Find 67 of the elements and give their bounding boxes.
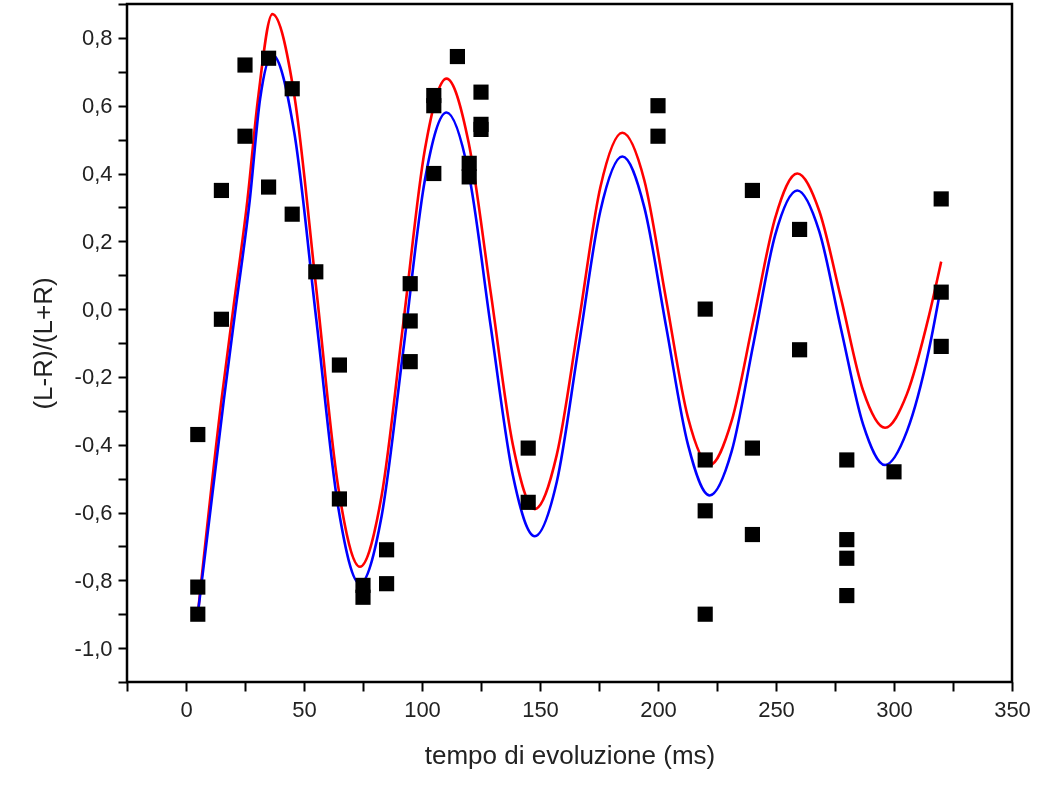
- point: [379, 542, 395, 558]
- point: [461, 169, 477, 185]
- point: [379, 576, 395, 592]
- y-tick-label: -0,8: [74, 567, 113, 593]
- point: [744, 440, 760, 456]
- point: [473, 84, 489, 100]
- point: [261, 50, 277, 66]
- point: [190, 606, 206, 622]
- point: [839, 587, 855, 604]
- point: [520, 494, 536, 510]
- point: [839, 452, 855, 468]
- y-tick-label: 0,0: [81, 296, 113, 322]
- point: [237, 128, 253, 144]
- x-tick-label: 250: [758, 696, 795, 722]
- y-tick-label: 0,4: [81, 161, 113, 186]
- point: [213, 182, 229, 199]
- y-tick-label: -0,4: [74, 432, 113, 458]
- point: [697, 503, 713, 519]
- point: [449, 48, 465, 65]
- point: [308, 264, 324, 280]
- point: [331, 491, 347, 507]
- point: [426, 98, 442, 114]
- point: [190, 579, 206, 595]
- point: [933, 284, 949, 300]
- y-axis-title: (L-R)/(L+R): [27, 277, 58, 410]
- point: [839, 550, 855, 566]
- point: [402, 313, 418, 329]
- point: [190, 426, 206, 443]
- x-tick-label: 100: [404, 696, 441, 722]
- point: [261, 179, 277, 195]
- x-tick-label: 350: [994, 696, 1031, 722]
- point: [697, 606, 713, 622]
- point: [213, 311, 229, 327]
- point: [792, 342, 808, 358]
- point: [402, 354, 418, 370]
- x-tick-label: 150: [522, 696, 559, 722]
- y-tick-label: -0,2: [74, 364, 113, 390]
- point: [886, 464, 902, 480]
- x-tick-label: 0: [180, 696, 193, 722]
- point: [650, 98, 666, 114]
- point: [402, 276, 418, 292]
- point: [473, 121, 489, 138]
- y-tick-label: 0,8: [81, 25, 113, 51]
- point: [520, 440, 536, 456]
- point: [744, 182, 760, 199]
- point: [839, 532, 855, 548]
- x-tick-label: 50: [292, 696, 317, 722]
- x-tick-label: 200: [640, 696, 677, 722]
- x-tick-label: 300: [876, 696, 913, 722]
- y-tick-label: 0,6: [81, 93, 113, 119]
- point: [284, 81, 300, 97]
- x-axis-title: tempo di evoluzione (ms): [424, 739, 716, 770]
- point: [426, 165, 442, 182]
- point: [237, 57, 253, 73]
- point: [933, 191, 949, 207]
- y-tick-label: -0,6: [74, 500, 113, 525]
- point: [331, 357, 347, 373]
- point: [792, 221, 808, 238]
- point: [650, 128, 666, 144]
- point: [697, 452, 713, 468]
- point: [284, 206, 300, 222]
- point: [933, 338, 949, 354]
- point: [744, 526, 760, 543]
- point: [697, 301, 713, 317]
- y-tick-label: 0,2: [81, 228, 113, 254]
- y-tick-label: -1,0: [74, 635, 113, 661]
- point: [355, 589, 371, 605]
